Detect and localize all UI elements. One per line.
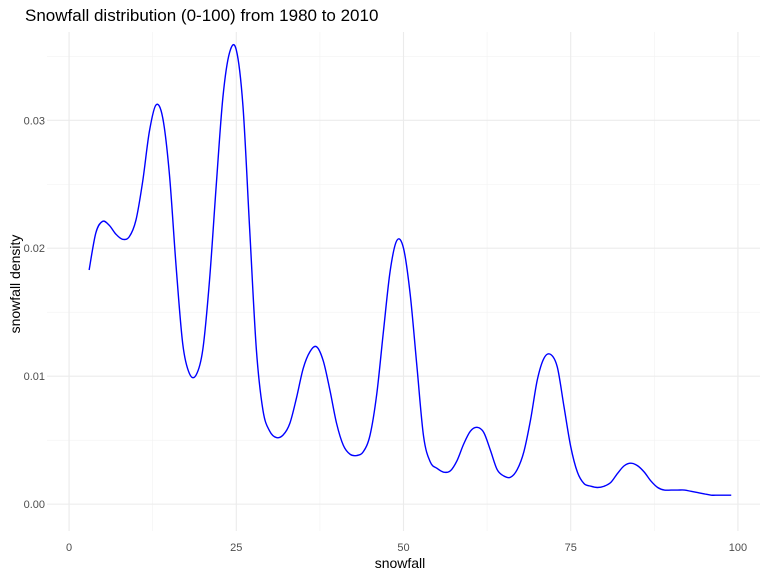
- y-tick-label: 0.02: [24, 243, 45, 255]
- x-axis-title: snowfall: [375, 555, 426, 571]
- y-axis-ticks: 0.00 0.01 0.02 0.03: [24, 115, 45, 511]
- x-tick-label: 0: [66, 542, 72, 554]
- x-tick-label: 25: [230, 542, 242, 554]
- y-tick-label: 0.01: [24, 371, 45, 383]
- series-layer: [88, 44, 732, 496]
- density-line: [88, 44, 732, 496]
- x-tick-label: 50: [397, 542, 409, 554]
- y-tick-label: 0.00: [24, 499, 45, 511]
- y-axis-title: snowfall density: [7, 235, 23, 334]
- chart-title: Snowfall distribution (0-100) from 1980 …: [25, 6, 378, 25]
- y-tick-label: 0.03: [24, 115, 45, 127]
- x-tick-label: 75: [565, 542, 577, 554]
- x-axis-ticks: 0 25 50 75 100: [66, 542, 747, 554]
- minor-gridlines-x: [152, 32, 655, 531]
- x-tick-label: 100: [729, 542, 747, 554]
- major-gridlines-x: [68, 32, 739, 531]
